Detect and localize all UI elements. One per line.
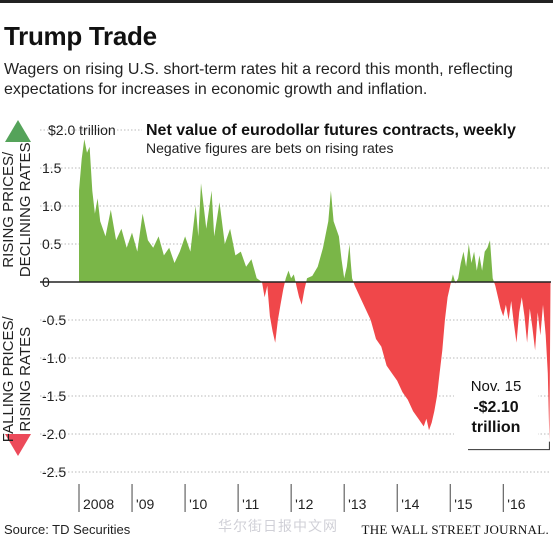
y-tick-label: 0.5 (42, 236, 62, 252)
y-label-negative-line: FALLING PRICES/ (0, 316, 17, 443)
y-label-negative-line: RISING RATES (17, 327, 34, 432)
y-tick-label: $2.0 trillion (48, 122, 116, 138)
x-tick-label: '15 (454, 496, 472, 512)
annotation: Nov. 15 -$2.10 trillion (454, 372, 550, 451)
y-label-positive: RISING PRICES/DECLINING RATES (0, 142, 34, 277)
y-tick-labels: $2.0 trillion 1.5 1.0 0.5 0 -0.5 -1.0 -1.5 -2.0 -… (42, 122, 116, 480)
data-area (79, 139, 551, 442)
annotation-date: Nov. 15 (471, 378, 522, 395)
positive-area (79, 139, 551, 282)
source-note: Source: TD Securities (4, 522, 131, 537)
x-tick-label: '14 (401, 496, 419, 512)
x-tick-label: '13 (348, 496, 366, 512)
page-title: Trump Trade (4, 21, 157, 51)
page-subtitle: Wagers on rising U.S. short-term rates h… (4, 61, 513, 98)
annotation-leader (468, 441, 550, 451)
y-tick-label: 1.5 (42, 160, 62, 176)
annotation-unit: trillion (472, 419, 521, 436)
y-tick-label: -2.0 (42, 426, 66, 442)
x-tick-label: '12 (295, 496, 313, 512)
y-axis-labels: RISING PRICES/DECLINING RATES FALLING PRI… (0, 142, 34, 442)
chart-headings: Net value of eurodollar futures contract… (142, 116, 552, 158)
side-arrows (5, 120, 31, 456)
top-rule (0, 0, 553, 3)
x-tick-label: '11 (242, 496, 259, 512)
y-tick-label: 1.0 (42, 198, 62, 214)
x-tick-label: '10 (189, 496, 207, 512)
y-label-negative: FALLING PRICES/RISING RATES (0, 316, 34, 443)
heading-backdrop (142, 116, 552, 158)
y-tick-label: -1.5 (42, 388, 66, 404)
chart-title: Net value of eurodollar futures contract… (146, 122, 516, 139)
annotation-backdrop (454, 372, 538, 436)
y-tick-label: -1.0 (42, 350, 66, 366)
y-label-positive-line: RISING PRICES/ (0, 151, 17, 268)
x-tick-label: '09 (136, 496, 154, 512)
annotation-value: -$2.10 (473, 399, 518, 416)
x-tick-label: 2008 (83, 496, 114, 512)
up-arrow-icon (5, 120, 31, 142)
x-tick-label: '16 (507, 496, 525, 512)
y-label-positive-line: DECLINING RATES (17, 142, 34, 277)
y-tick-label: 0 (42, 274, 50, 290)
y-tick-label: -2.5 (42, 464, 66, 480)
chart-subtitle: Negative figures are bets on rising rate… (146, 140, 393, 156)
negative-area (79, 282, 551, 442)
x-axis: 2008 '09 '10 '11 '12 '13 '14 '15 '16 (78, 484, 526, 512)
watermark: 华尔街日报中文网 (218, 518, 338, 534)
publisher-logo: THE WALL STREET JOURNAL. (361, 522, 549, 537)
eurodollar-chart: $2.0 trillion 1.5 1.0 0.5 0 -0.5 -1.0 -1.5 -2.0 -… (0, 116, 552, 512)
y-tick-label: -0.5 (42, 312, 66, 328)
down-arrow-icon (5, 434, 31, 456)
